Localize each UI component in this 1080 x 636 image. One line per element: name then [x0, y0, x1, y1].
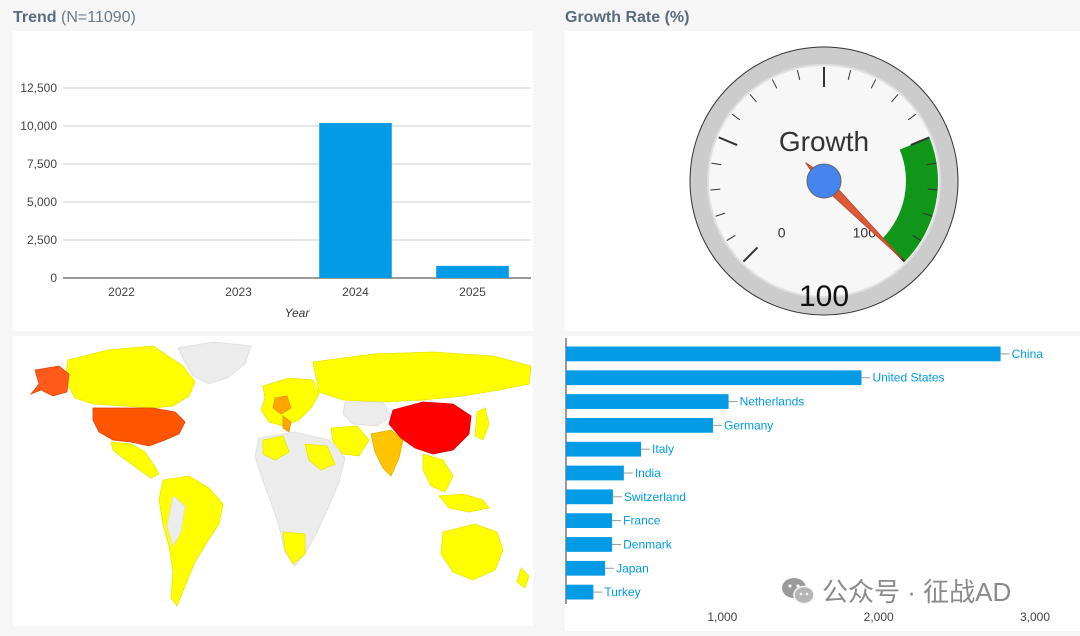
trend-xtick-label: 2023: [225, 285, 252, 299]
gauge-minor-tick: [912, 234, 922, 241]
gauge-min-label: 0: [778, 224, 786, 240]
region-indonesia: [438, 493, 490, 513]
country-bar-chart: China United States Netherlands Germany Ital…: [565, 338, 1050, 624]
gauge-minor-tick: [922, 212, 933, 217]
gauge-major-tick: [718, 136, 738, 146]
hbar-category-label: Germany: [724, 418, 773, 432]
trend-xaxis-label: Year: [285, 306, 311, 320]
hbar-category-label: Japan: [616, 561, 649, 575]
gauge-minor-tick: [870, 79, 877, 89]
hbar-bar: [566, 346, 1001, 362]
gauge-label: Growth: [779, 126, 869, 157]
world-map-card: [13, 336, 533, 626]
hbar-category-label: Turkey: [604, 585, 640, 599]
country-bar-card: China United States Netherlands Germany Ital…: [565, 336, 1080, 631]
gauge-minor-tick: [771, 79, 778, 89]
gauge-minor-tick: [715, 212, 726, 217]
region-greenland: [177, 341, 252, 385]
world-map: [13, 336, 533, 626]
trend-ytick-label: 7,500: [27, 157, 57, 171]
wechat-icon: [782, 577, 815, 604]
hbar-bar: [566, 584, 594, 600]
region-south-africa: [282, 531, 306, 565]
hbar-bar: [566, 417, 713, 433]
hbar-bar: [566, 560, 606, 576]
trend-xtick-label: 2022: [108, 285, 135, 299]
region-alaska: [29, 365, 70, 397]
gauge-minor-tick: [907, 113, 917, 121]
region-russia: [312, 351, 532, 403]
hbar-category-label: India: [635, 466, 661, 480]
hbar-category-label: United States: [872, 371, 944, 385]
region-australia: [440, 523, 504, 581]
hbar-category-label: Switzerland: [624, 490, 686, 504]
region-china: [388, 401, 472, 455]
hbar-category-label: China: [1012, 347, 1044, 361]
gauge-minor-tick: [847, 70, 852, 80]
hbar-bar: [566, 441, 642, 457]
trend-ytick-label: 12,500: [20, 81, 57, 95]
trend-title: Trend (N=11090): [13, 9, 136, 27]
region-united-states: [92, 407, 186, 447]
watermark-text: 公众号 · 征战AD: [822, 577, 1012, 607]
trend-subtitle: (N=11090): [61, 9, 136, 26]
gauge-minor-tick: [749, 93, 757, 103]
gauge-card: 0 100 Growth 100: [565, 31, 1080, 331]
trend-xtick-label: 2025: [459, 285, 486, 299]
hbar-category-label: Denmark: [623, 537, 673, 551]
trend-title-text: Trend: [13, 9, 57, 26]
gauge-minor-tick: [927, 188, 938, 191]
hbar-bar: [566, 394, 729, 409]
region-europe: [260, 377, 320, 427]
region-germany-netherlands: [272, 395, 292, 415]
gauge-minor-tick: [711, 162, 722, 166]
hbar-category-label: Netherlands: [740, 395, 805, 409]
region-mexico: [110, 441, 160, 479]
gauge-minor-tick: [710, 188, 721, 191]
hbar-xtick-label: 3,000: [1020, 610, 1050, 624]
trend-chart-card: 0 2,500 5,000 7,500 10,000 12,500 2022 2023 2024…: [13, 31, 533, 331]
gauge-needle-hub: [806, 163, 842, 199]
trend-bar: [436, 265, 509, 278]
gauge-major-tick: [910, 136, 930, 146]
region-japan: [474, 407, 490, 441]
gauge-minor-tick: [726, 234, 736, 241]
region-india: [370, 429, 404, 477]
hbar-bar: [566, 465, 624, 481]
gauge-green-band: [881, 137, 938, 262]
hbar-bar: [566, 513, 613, 529]
trend-ytick-label: 10,000: [20, 119, 57, 133]
hbar-category-label: France: [623, 514, 661, 528]
gauge-minor-tick: [926, 162, 937, 166]
trend-ytick-label: 0: [50, 271, 57, 285]
trend-ytick-label: 2,500: [27, 233, 57, 247]
watermark: 公众号 · 征战AD: [780, 572, 1011, 609]
hbar-xtick-label: 1,000: [707, 610, 737, 624]
region-sa-gray: [166, 495, 186, 548]
gauge-value-label: 100: [799, 280, 849, 313]
trend-bar-chart: 0 2,500 5,000 7,500 10,000 12,500 2022 2023 2024…: [20, 81, 531, 320]
hbar-bar: [566, 489, 613, 505]
trend-xtick-label: 2024: [342, 285, 369, 299]
gauge-major-tick: [742, 246, 759, 263]
gauge-minor-tick: [891, 93, 899, 103]
region-southeast-asia: [422, 453, 454, 493]
region-central-asia: [342, 401, 392, 427]
gauge-minor-tick: [796, 70, 801, 80]
region-north-africa: [262, 435, 290, 461]
region-middle-east: [330, 425, 370, 457]
hbar-bar: [566, 537, 613, 552]
hbar-xtick-label: 2,000: [864, 610, 894, 624]
region-new-zealand: [516, 567, 530, 589]
hbar-category-label: Italy: [652, 442, 674, 456]
region-italy: [282, 415, 292, 433]
gauge-minor-tick: [731, 113, 741, 121]
region-canada: [64, 345, 196, 409]
trend-bar: [319, 122, 392, 279]
region-egypt-sudan: [304, 443, 336, 471]
trend-ytick-label: 5,000: [27, 195, 57, 209]
hbar-bar: [566, 370, 862, 386]
growth-title: Growth Rate (%): [565, 9, 690, 26]
